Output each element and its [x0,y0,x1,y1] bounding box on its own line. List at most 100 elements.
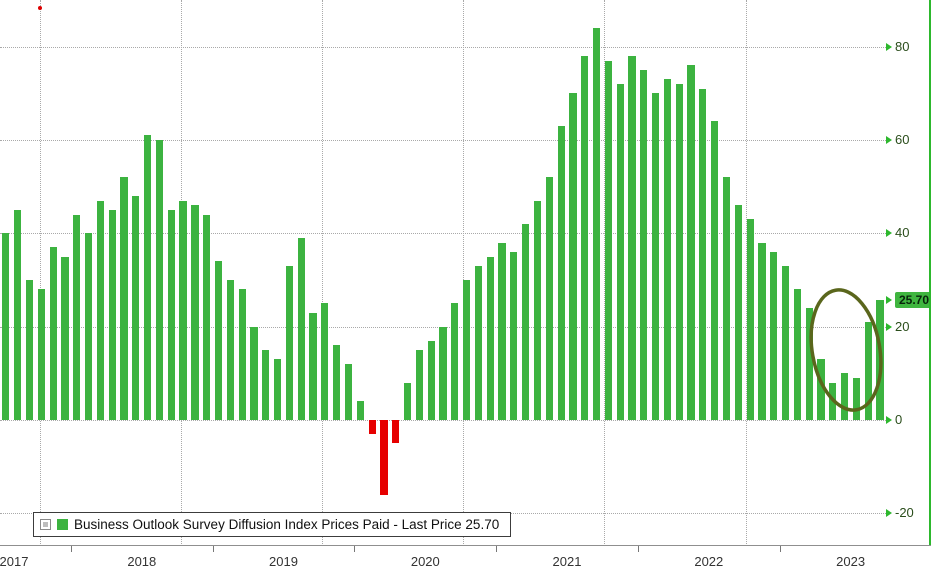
x-axis-tick [637,546,639,552]
bar [498,242,506,420]
y-axis-tick-label: 20 [895,318,910,334]
bar [864,322,872,420]
v-gridline [745,0,747,546]
bar [451,303,459,420]
bar [108,210,116,420]
bar [581,56,589,420]
bar [592,28,601,420]
bar [817,359,825,420]
h-gridline [0,233,886,235]
year-label: 2017 [0,554,29,569]
bar [37,289,45,420]
bar [25,280,34,420]
bar [333,345,341,420]
bar [2,233,10,420]
y-axis-tick-label: 60 [895,132,910,147]
bar [805,308,813,420]
year-label: 2019 [269,554,298,569]
bar [770,252,778,420]
bar [427,340,435,420]
bar [522,224,530,420]
bar [226,280,234,420]
bar [711,121,719,420]
axis-arrow-icon [886,296,892,305]
bar [841,373,849,420]
axis-arrow-icon [886,416,892,424]
x-axis-tick [212,546,214,552]
axis-arrow-icon [886,229,892,238]
year-label: 2018 [127,554,157,569]
bar [403,382,412,420]
bar [144,135,152,420]
bar [746,219,754,420]
axis-arrow-icon [886,509,892,518]
bar [439,326,447,420]
bar [309,312,317,420]
bar [557,126,565,420]
y-axis-tick-label: 40 [895,225,910,241]
bar [191,205,199,420]
x-axis-tick [354,546,356,552]
x-axis-tick [779,546,781,552]
bar [14,210,22,420]
bar [49,247,57,420]
bar-negative [368,420,376,434]
bar [96,200,105,420]
last-price-value: 25.70 [895,292,931,309]
plot-area [0,0,886,546]
bar [793,289,801,420]
year-label: 2023 [836,554,866,569]
last-price-badge: 25.70 [886,291,931,309]
bar [203,214,211,420]
bar [722,177,731,420]
bar [356,401,364,420]
y-axis-tick: 20 [886,319,909,335]
bar [734,205,742,420]
bar [545,177,553,420]
bar [628,56,636,420]
legend-box[interactable]: Business Outlook Survey Diffusion Index … [33,512,512,537]
bar [84,233,93,420]
v-gridline [322,0,324,546]
h-gridline [0,420,886,421]
legend-toggle-icon[interactable] [40,519,51,530]
bar [463,280,471,420]
bar [569,93,577,420]
bar [533,200,542,420]
bar [486,256,494,420]
y-axis-tick-label: 80 [895,38,910,54]
bar [604,60,612,420]
y-axis-tick: 60 [886,132,909,148]
bar-negative [392,420,400,444]
bar [61,256,69,420]
y-axis-tick: 40 [886,225,909,241]
bar [274,359,282,420]
bar [73,214,81,420]
x-axis-tick [496,546,498,552]
bar [179,200,187,420]
bar [687,65,695,420]
bar [214,261,223,420]
y-axis-tick: -20 [886,505,914,521]
bar [616,84,624,420]
bars-layer [2,28,884,495]
bar [852,378,861,420]
axis-arrow-icon [886,322,892,331]
bar [120,177,128,420]
year-label: 2021 [552,554,582,569]
bar [344,364,353,420]
marker-dot [38,6,42,10]
bar [321,303,329,420]
bar-negative [380,420,388,495]
bar [474,266,483,420]
bar [155,140,164,420]
bar [510,252,518,420]
bar [250,326,258,420]
bar [781,266,790,420]
bar [238,289,246,420]
axis-arrow-icon [886,136,892,144]
axis-arrow-icon [886,42,892,51]
v-gridline [463,0,465,546]
y-axis-tick: 80 [886,39,909,55]
